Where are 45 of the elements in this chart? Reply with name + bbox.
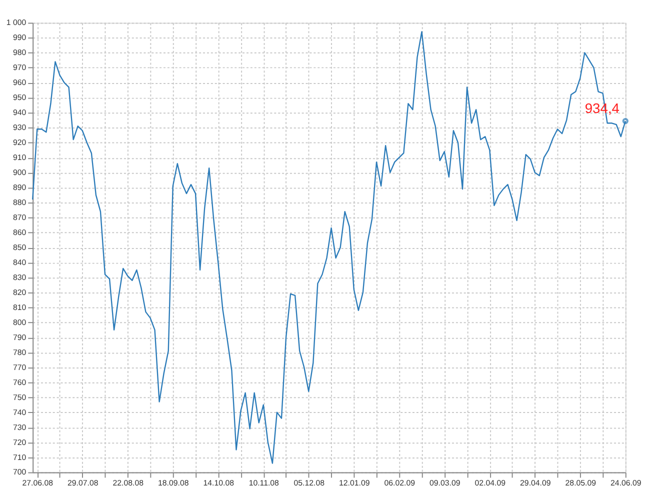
x-tick-label: 28.05.09 — [565, 478, 597, 488]
y-tick-label: 1 000 — [6, 18, 27, 28]
x-tick-label: 29.07.08 — [68, 478, 99, 488]
y-tick-label: 950 — [13, 93, 27, 102]
y-tick-label: 700 — [13, 468, 27, 477]
y-tick-label: 710 — [13, 452, 27, 462]
y-tick-label: 830 — [13, 272, 27, 282]
x-tick-label: 27.06.08 — [22, 478, 54, 488]
y-tick-label: 980 — [13, 48, 27, 58]
y-tick-label: 970 — [13, 63, 27, 72]
y-tick-label: 990 — [13, 33, 27, 42]
y-tick-label: 780 — [13, 348, 27, 357]
y-tick-label: 880 — [13, 198, 27, 208]
y-tick-label: 900 — [13, 168, 27, 178]
y-tick-label: 890 — [13, 183, 27, 192]
y-tick-label: 910 — [13, 153, 27, 162]
y-tick-label: 750 — [13, 392, 27, 402]
y-tick-label: 800 — [13, 318, 27, 327]
y-tick-label: 790 — [13, 332, 27, 342]
y-tick-label: 810 — [13, 302, 27, 312]
x-tick-label: 05.12.08 — [294, 478, 326, 488]
y-tick-label: 930 — [13, 123, 27, 132]
x-tick-label: 14.10.08 — [203, 478, 235, 488]
y-tick-label: 840 — [13, 258, 27, 267]
y-tick-label: 860 — [13, 228, 27, 237]
y-tick-label: 770 — [13, 362, 27, 372]
y-tick-label: 820 — [13, 288, 27, 297]
x-tick-label: 29.04.09 — [520, 478, 552, 488]
x-tick-label: 09.03.09 — [430, 478, 461, 488]
x-tick-label: 24.06.09 — [610, 478, 642, 488]
y-tick-label: 760 — [13, 378, 27, 387]
x-tick-label: 02.04.09 — [474, 478, 506, 488]
y-tick-label: 850 — [13, 242, 27, 252]
y-tick-label: 870 — [13, 213, 27, 222]
x-tick-label: 10.11.08 — [248, 478, 280, 488]
x-tick-label: 06.02.09 — [384, 478, 416, 488]
x-tick-label: 22.08.08 — [112, 478, 144, 488]
y-tick-label: 730 — [13, 422, 27, 432]
y-tick-label: 740 — [13, 408, 27, 417]
y-tick-label: 960 — [13, 78, 27, 88]
x-tick-label: 12.01.09 — [339, 478, 370, 488]
y-tick-label: 940 — [13, 108, 27, 118]
y-tick-label: 720 — [13, 438, 27, 447]
y-tick-label: 920 — [13, 138, 27, 148]
x-tick-label: 18.09.08 — [158, 478, 190, 488]
